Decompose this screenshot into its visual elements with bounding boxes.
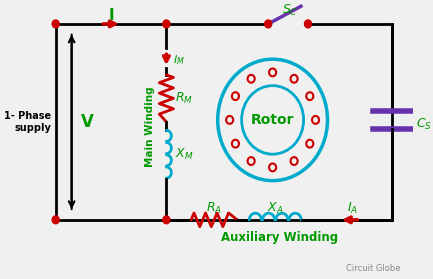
Text: $I_M$: $I_M$: [174, 53, 185, 67]
Text: $R_A$: $R_A$: [206, 201, 222, 216]
Text: $S_C$: $S_C$: [282, 3, 298, 18]
Circle shape: [265, 20, 272, 28]
Text: I: I: [108, 8, 114, 23]
Circle shape: [52, 216, 59, 224]
Text: Auxiliary Winding: Auxiliary Winding: [221, 231, 338, 244]
Text: V: V: [81, 113, 94, 131]
Circle shape: [52, 20, 59, 28]
Text: Main Winding: Main Winding: [145, 86, 155, 167]
Circle shape: [163, 216, 170, 224]
Text: Rotor: Rotor: [251, 113, 294, 127]
Text: $I_A$: $I_A$: [347, 201, 358, 216]
Text: $X_A$: $X_A$: [267, 201, 284, 216]
Text: $X_M$: $X_M$: [175, 147, 194, 162]
Text: Circuit Globe: Circuit Globe: [346, 264, 401, 273]
Circle shape: [163, 20, 170, 28]
Text: 1- Phase
supply: 1- Phase supply: [4, 111, 51, 133]
Circle shape: [304, 20, 312, 28]
Text: $C_S$: $C_S$: [416, 117, 432, 132]
Text: $R_M$: $R_M$: [175, 91, 193, 106]
